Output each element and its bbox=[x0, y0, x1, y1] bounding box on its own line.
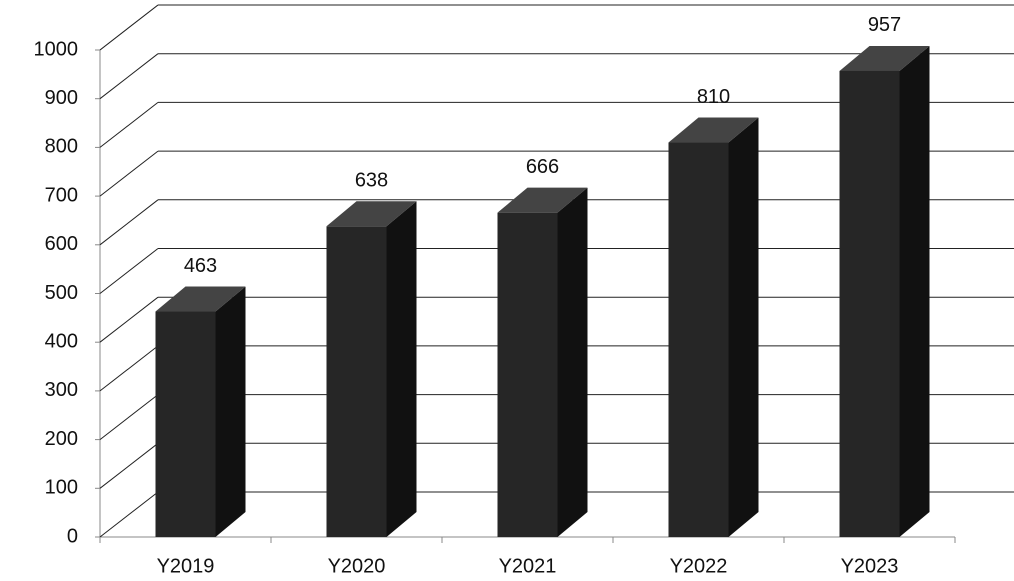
bar bbox=[326, 226, 387, 537]
grid-line bbox=[99, 150, 159, 197]
value-label: 957 bbox=[868, 14, 901, 36]
bar-top bbox=[668, 117, 759, 143]
y-tick-label: 500 bbox=[45, 282, 78, 304]
value-label: 638 bbox=[355, 170, 388, 192]
bar-top bbox=[497, 187, 588, 213]
bar bbox=[497, 212, 558, 537]
bar-top bbox=[839, 45, 930, 71]
bar-side bbox=[386, 201, 417, 537]
bar bbox=[155, 311, 216, 537]
x-tick-label: Y2019 bbox=[157, 555, 215, 577]
grid-line bbox=[99, 102, 159, 148]
x-tick-label: Y2020 bbox=[328, 555, 386, 577]
y-tick-label: 300 bbox=[45, 379, 78, 401]
x-tick-label: Y2021 bbox=[499, 555, 557, 577]
x-tick-label: Y2022 bbox=[670, 555, 728, 577]
grid-line bbox=[99, 53, 159, 100]
grid-line bbox=[99, 345, 159, 392]
y-tick-label: 1000 bbox=[34, 38, 79, 60]
bar bbox=[839, 70, 900, 537]
bar-top bbox=[326, 201, 417, 227]
grid-line bbox=[99, 199, 159, 246]
grid-line bbox=[99, 296, 159, 343]
grid-line bbox=[99, 491, 159, 538]
value-label: 666 bbox=[526, 156, 559, 178]
grid-line bbox=[99, 394, 159, 440]
y-tick-label: 700 bbox=[45, 184, 78, 206]
bar-side bbox=[215, 286, 246, 537]
y-tick-label: 800 bbox=[45, 136, 78, 158]
y-tick-label: 900 bbox=[45, 87, 78, 109]
x-tick-label: Y2023 bbox=[841, 555, 899, 577]
value-label: 810 bbox=[697, 86, 730, 108]
bar-side bbox=[899, 45, 930, 537]
grid-line bbox=[99, 4, 159, 51]
bar-side bbox=[728, 117, 759, 537]
bar bbox=[668, 142, 729, 537]
bar-top bbox=[155, 286, 246, 312]
value-label: 463 bbox=[184, 255, 217, 277]
y-tick-label: 400 bbox=[45, 330, 78, 352]
bar-side bbox=[557, 187, 588, 537]
y-tick-label: 0 bbox=[67, 525, 78, 547]
y-tick-label: 100 bbox=[45, 477, 78, 499]
grid-line bbox=[99, 248, 159, 294]
y-tick-label: 600 bbox=[45, 233, 78, 255]
y-tick-label: 200 bbox=[45, 428, 78, 450]
grid-line bbox=[99, 442, 159, 489]
